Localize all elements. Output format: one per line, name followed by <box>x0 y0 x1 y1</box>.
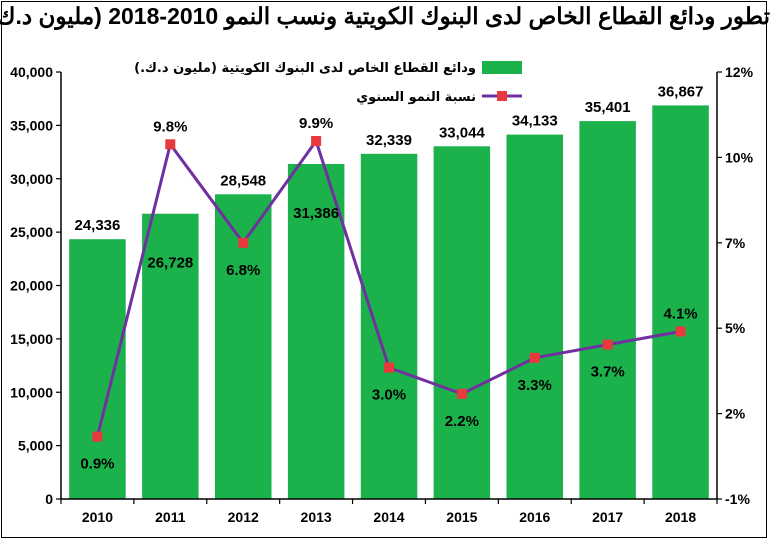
bar-2016 <box>506 134 563 499</box>
x-tick-label-2016: 2016 <box>519 509 550 525</box>
y-left-tick-label: 25,000 <box>10 224 53 240</box>
growth-value-label-2011: 9.8% <box>153 118 187 135</box>
y-right-tick-label: 2% <box>725 406 746 422</box>
x-tick-label-2013: 2013 <box>301 509 332 525</box>
x-tick-label-2011: 2011 <box>155 509 186 525</box>
x-tick-label-2017: 2017 <box>592 509 623 525</box>
data-labels-layer: 24,336 26,728 28,548 31,386 32,339 33,044 34,1… <box>74 83 703 472</box>
chart-title: تطور ودائع القطاع الخاص لدى البنوك الكوي… <box>0 3 770 29</box>
y-right-tick-label: 12% <box>725 64 754 80</box>
bar-2018 <box>652 105 709 500</box>
y-right-tick-label: 10% <box>725 149 754 165</box>
x-tick-label-2012: 2012 <box>228 509 259 525</box>
y-right-tick-label: 5% <box>725 320 746 336</box>
growth-line-layer <box>92 136 686 442</box>
x-tick-label-2010: 2010 <box>82 509 113 525</box>
x-tick-label-2014: 2014 <box>373 509 404 525</box>
bar-value-label-2011: 26,728 <box>147 255 193 272</box>
growth-value-label-2010: 0.9% <box>80 456 114 473</box>
bar-value-label-2012: 28,548 <box>220 172 266 189</box>
bar-2015 <box>433 146 491 500</box>
growth-value-label-2017: 3.7% <box>591 364 625 381</box>
bar-2010 <box>69 239 126 499</box>
legend-line-marker <box>497 91 507 101</box>
growth-value-label-2018: 4.1% <box>663 306 697 323</box>
y-left-tick-label: 10,000 <box>10 384 53 400</box>
growth-value-label-2015: 2.2% <box>445 413 479 430</box>
y-left-tick-label: 40,000 <box>10 64 53 80</box>
legend-bar-swatch <box>482 61 522 74</box>
growth-marker-2010 <box>92 431 103 442</box>
y-left-tick-label: 5,000 <box>18 438 53 454</box>
x-tick-label-2015: 2015 <box>446 509 477 525</box>
y-left-tick-label: 15,000 <box>10 331 53 347</box>
y-left-tick-label: 20,000 <box>10 278 53 294</box>
bar-2013 <box>287 164 345 499</box>
legend-line-label: نسبة النمو السنوي <box>356 90 476 105</box>
growth-marker-2014 <box>384 362 394 373</box>
growth-value-label-2013: 9.9% <box>299 115 333 132</box>
bars-layer <box>69 105 709 500</box>
bar-value-label-2010: 24,336 <box>74 217 120 234</box>
bar-value-label-2013: 31,386 <box>293 205 339 222</box>
growth-marker-2013 <box>311 136 322 146</box>
growth-marker-2017 <box>602 339 613 350</box>
axes-layer: 0 5,000 10,000 15,000 20,000 25,000 30,000 35,0… <box>10 64 753 525</box>
y-right-tick-label: -1% <box>725 491 750 507</box>
bar-2011 <box>142 213 199 499</box>
y-right-tick-label: 7% <box>725 235 746 251</box>
growth-marker-2016 <box>529 352 540 363</box>
growth-marker-2012 <box>238 237 249 248</box>
bar-value-label-2015: 33,044 <box>439 124 486 141</box>
growth-marker-2018 <box>675 326 686 337</box>
bar-value-label-2016: 34,133 <box>512 113 558 130</box>
x-tick-label-2018: 2018 <box>665 509 696 525</box>
growth-marker-2015 <box>456 388 467 399</box>
y-left-tick-label: 0 <box>45 491 53 507</box>
bar-2014 <box>360 153 418 500</box>
bar-2017 <box>579 121 636 499</box>
legend-bar-label: ودائع القطاع الخاص لدى البنوك الكويتية (… <box>134 61 476 76</box>
legend: ودائع القطاع الخاص لدى البنوك الكويتية (… <box>134 61 522 105</box>
growth-value-label-2012: 6.8% <box>226 262 260 279</box>
y-left-tick-label: 35,000 <box>10 117 53 133</box>
bar-value-label-2018: 36,867 <box>658 83 704 100</box>
growth-value-label-2016: 3.3% <box>518 377 552 394</box>
growth-marker-2011 <box>165 139 176 150</box>
bar-value-label-2014: 32,339 <box>366 132 412 149</box>
growth-value-label-2014: 3.0% <box>372 387 406 404</box>
y-left-tick-label: 30,000 <box>10 171 53 187</box>
bar-value-label-2017: 35,401 <box>585 99 631 116</box>
